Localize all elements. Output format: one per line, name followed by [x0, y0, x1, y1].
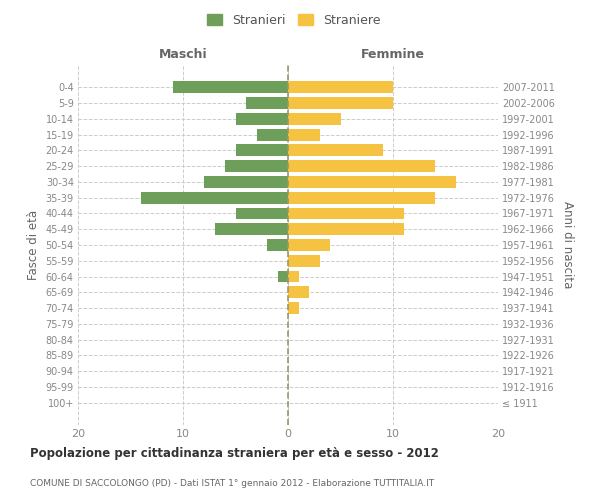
Y-axis label: Fasce di età: Fasce di età: [27, 210, 40, 280]
Bar: [235, 144, 288, 156]
Bar: [288, 128, 320, 140]
Bar: [288, 192, 435, 203]
Bar: [288, 97, 393, 109]
Y-axis label: Anni di nascita: Anni di nascita: [562, 202, 574, 288]
Text: Popolazione per cittadinanza straniera per età e sesso - 2012: Popolazione per cittadinanza straniera p…: [30, 448, 439, 460]
Bar: [288, 270, 299, 282]
Bar: [288, 255, 320, 266]
Bar: [288, 144, 383, 156]
Bar: [288, 208, 404, 220]
Text: Maschi: Maschi: [158, 48, 208, 62]
Bar: [267, 239, 288, 251]
Bar: [288, 239, 330, 251]
Bar: [288, 302, 299, 314]
Bar: [246, 97, 288, 109]
Bar: [277, 270, 288, 282]
Text: COMUNE DI SACCOLONGO (PD) - Dati ISTAT 1° gennaio 2012 - Elaborazione TUTTITALIA: COMUNE DI SACCOLONGO (PD) - Dati ISTAT 1…: [30, 479, 434, 488]
Bar: [288, 176, 456, 188]
Bar: [225, 160, 288, 172]
Bar: [288, 286, 309, 298]
Bar: [288, 82, 393, 93]
Bar: [288, 224, 404, 235]
Text: Femmine: Femmine: [361, 48, 425, 62]
Bar: [257, 128, 288, 140]
Bar: [288, 160, 435, 172]
Bar: [288, 113, 341, 124]
Bar: [141, 192, 288, 203]
Bar: [215, 224, 288, 235]
Bar: [204, 176, 288, 188]
Bar: [235, 113, 288, 124]
Bar: [235, 208, 288, 220]
Bar: [173, 82, 288, 93]
Legend: Stranieri, Straniere: Stranieri, Straniere: [202, 8, 386, 32]
